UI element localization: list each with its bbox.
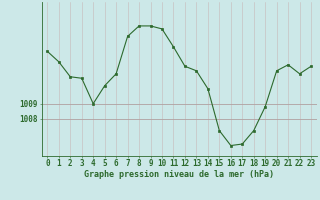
X-axis label: Graphe pression niveau de la mer (hPa): Graphe pression niveau de la mer (hPa): [84, 170, 274, 179]
